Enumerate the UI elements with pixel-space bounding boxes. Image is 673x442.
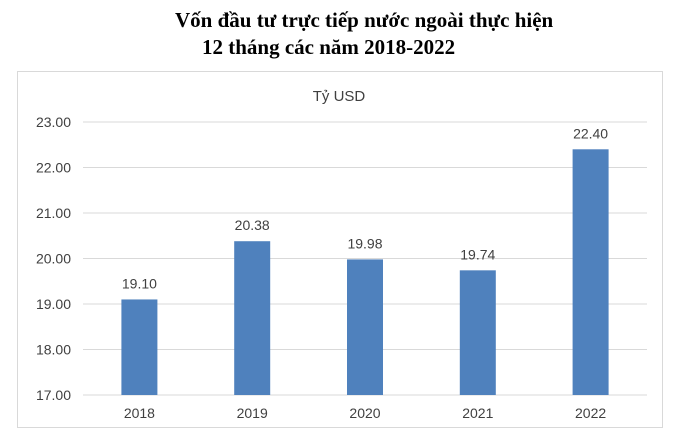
y-tick-label: 19.00 <box>36 296 71 312</box>
y-tick-label: 22.00 <box>36 160 71 176</box>
bar-2022 <box>572 149 609 395</box>
x-tick-label: 2018 <box>124 405 155 421</box>
x-tick-label: 2022 <box>575 405 606 421</box>
data-label: 22.40 <box>573 125 608 141</box>
data-label: 19.98 <box>347 235 382 251</box>
chart-title-line2: 12 tháng các năm 2018-2022 <box>202 35 456 59</box>
chart-title-line1: Vốn đầu tư trực tiếp nước ngoài thực hiệ… <box>175 8 554 32</box>
x-tick-label: 2021 <box>462 405 493 421</box>
unit-label: Tỷ USD <box>313 88 366 105</box>
y-tick-label: 23.00 <box>36 114 71 130</box>
y-tick-label: 18.00 <box>36 342 71 358</box>
bar-2020 <box>347 259 383 395</box>
y-tick-label: 17.00 <box>36 387 71 403</box>
data-label: 19.10 <box>122 275 157 291</box>
x-tick-label: 2020 <box>349 405 380 421</box>
y-tick-label: 21.00 <box>36 205 71 221</box>
y-tick-label: 20.00 <box>36 251 71 267</box>
bar-2021 <box>459 270 496 395</box>
data-label: 20.38 <box>235 217 270 233</box>
bar-2018 <box>121 299 158 395</box>
bar-2019 <box>234 241 271 395</box>
data-label: 19.74 <box>460 246 495 262</box>
x-tick-label: 2019 <box>237 405 268 421</box>
